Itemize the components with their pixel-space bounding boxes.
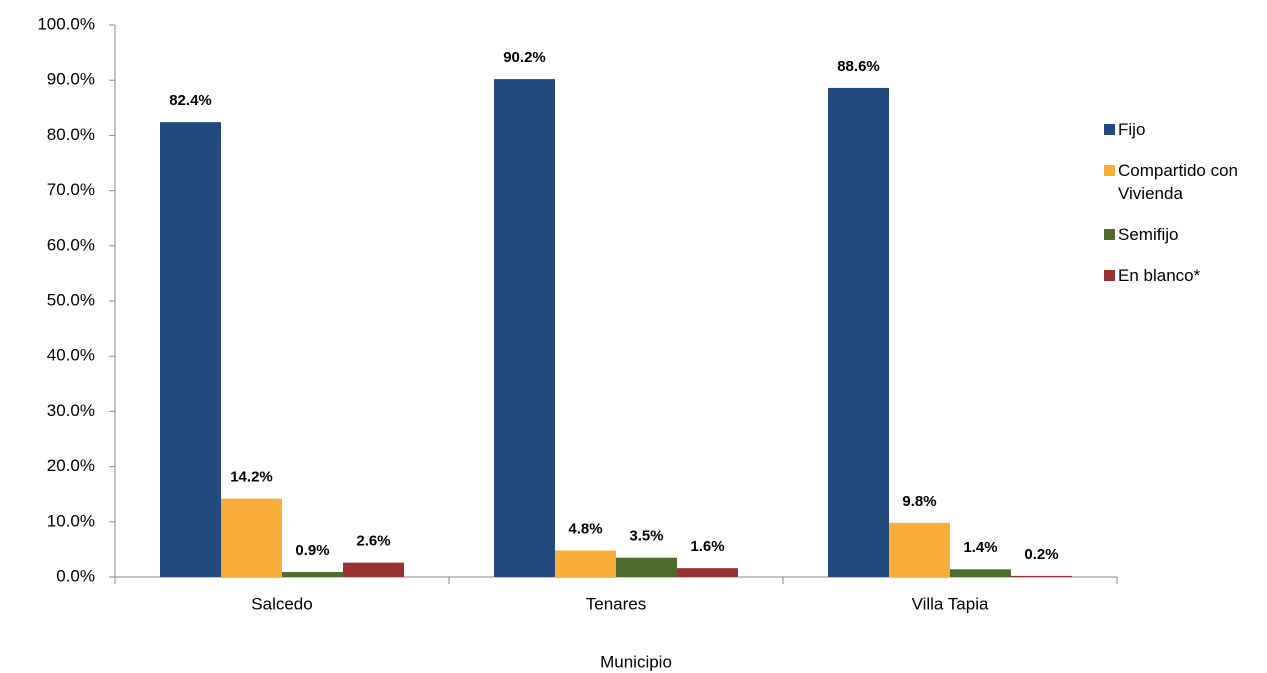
bar bbox=[828, 87, 889, 577]
bar bbox=[950, 569, 1011, 577]
bar bbox=[555, 550, 616, 577]
y-tick-label: 60.0% bbox=[47, 235, 95, 254]
value-label: 90.2% bbox=[503, 49, 546, 66]
legend-item: Semifijo bbox=[1104, 223, 1267, 246]
y-tick-label: 50.0% bbox=[47, 290, 95, 309]
y-tick-label: 80.0% bbox=[47, 125, 95, 144]
bar bbox=[221, 498, 282, 577]
legend-swatch bbox=[1104, 229, 1115, 240]
x-tick-label: Villa Tapia bbox=[912, 594, 989, 613]
value-label: 2.6% bbox=[356, 533, 390, 550]
value-label: 88.6% bbox=[837, 58, 880, 75]
legend-item: Compartido con Vivienda bbox=[1104, 159, 1267, 205]
y-tick-label: 10.0% bbox=[47, 511, 95, 530]
bar bbox=[889, 522, 950, 577]
bar bbox=[677, 568, 738, 577]
bar bbox=[616, 557, 677, 577]
legend: Fijo Compartido con Vivienda Semifijo En bl… bbox=[1104, 118, 1267, 305]
legend-swatch bbox=[1104, 165, 1115, 176]
legend-label: Semifijo bbox=[1118, 225, 1179, 244]
bar bbox=[343, 562, 404, 577]
value-label: 1.4% bbox=[963, 539, 997, 556]
value-label: 1.6% bbox=[690, 538, 724, 555]
y-tick-label: 20.0% bbox=[47, 456, 95, 475]
value-label: 9.8% bbox=[902, 493, 936, 510]
legend-label: En blanco* bbox=[1118, 266, 1201, 285]
legend-swatch bbox=[1104, 124, 1115, 135]
value-label: 14.2% bbox=[230, 469, 273, 486]
x-tick-label: Salcedo bbox=[251, 594, 312, 613]
value-label: 3.5% bbox=[629, 528, 663, 545]
y-tick-label: 0.0% bbox=[56, 566, 95, 585]
y-tick-label: 100.0% bbox=[37, 14, 95, 33]
value-label: 0.9% bbox=[295, 542, 329, 559]
legend-swatch bbox=[1104, 270, 1115, 281]
legend-item: Fijo bbox=[1104, 118, 1267, 141]
bar bbox=[282, 572, 343, 577]
x-tick-label: Tenares bbox=[586, 594, 646, 613]
bar bbox=[1011, 575, 1072, 577]
legend-label: Compartido con Vivienda bbox=[1118, 161, 1239, 203]
value-label: 82.4% bbox=[169, 92, 212, 109]
bar bbox=[160, 122, 221, 577]
y-tick-label: 90.0% bbox=[47, 70, 95, 89]
y-tick-label: 70.0% bbox=[47, 180, 95, 199]
value-label: 4.8% bbox=[568, 520, 602, 537]
y-tick-label: 40.0% bbox=[47, 346, 95, 365]
legend-item: En blanco* bbox=[1104, 264, 1267, 287]
bar bbox=[494, 79, 555, 577]
y-tick-label: 30.0% bbox=[47, 401, 95, 420]
x-axis-title: Municipio bbox=[600, 652, 672, 671]
value-label: 0.2% bbox=[1024, 546, 1058, 563]
legend-label: Fijo bbox=[1118, 120, 1146, 139]
